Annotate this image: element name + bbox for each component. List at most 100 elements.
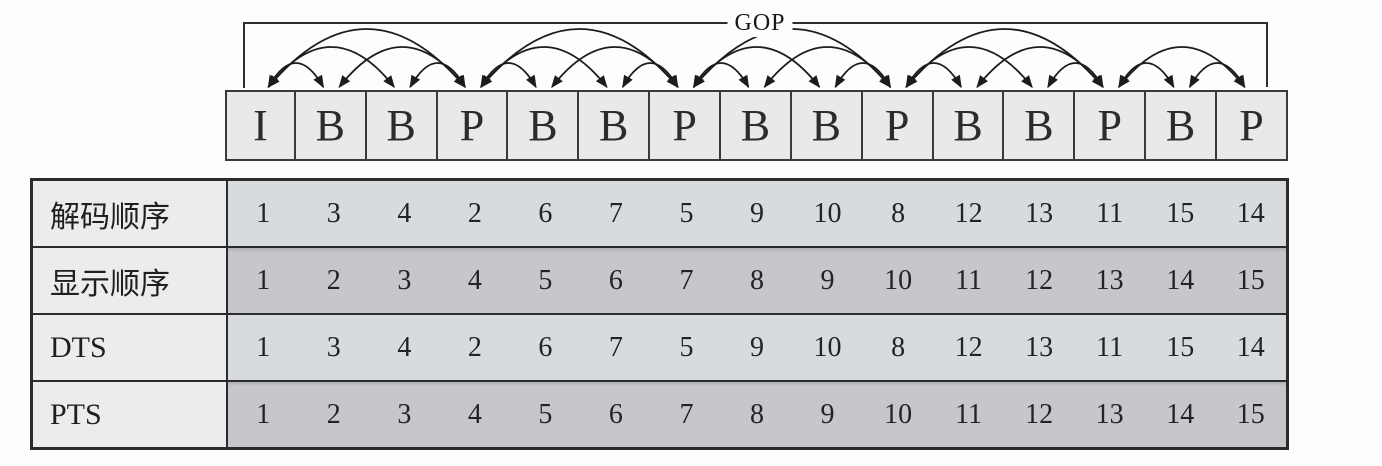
cell-dts-4: 2 (467, 331, 482, 363)
cell-dts-14: 15 (1166, 331, 1195, 363)
frame-box-3-B: B (366, 90, 438, 161)
frame-box-4-P: P (437, 90, 509, 161)
cell-decode-order-4: 2 (467, 197, 482, 229)
order-table: 解码顺序 1 3 4 2 6 7 5 9 10 8 12 13 11 15 14 显示顺序 1 2 3 4 5 6 7 8 9 10… (30, 178, 1289, 450)
row-label-pts: PTS (33, 382, 226, 447)
frame-box-8-B: B (721, 90, 792, 161)
reference-arc-4-2 (338, 46, 466, 88)
cell-display-order-9: 9 (820, 264, 835, 296)
gop-label: GOP (727, 9, 793, 37)
cell-pts-1: 1 (256, 398, 271, 430)
cell-display-order-4: 4 (467, 264, 482, 296)
cell-decode-order-14: 15 (1166, 197, 1195, 229)
cell-display-order-2: 2 (326, 264, 341, 296)
cell-dts-6: 7 (608, 331, 623, 363)
cell-display-order-7: 7 (679, 264, 694, 296)
cell-display-order-13: 13 (1095, 264, 1124, 296)
cell-decode-order-15: 14 (1236, 197, 1265, 229)
cell-dts-11: 12 (954, 331, 983, 363)
reference-arc-15-14 (1188, 62, 1246, 89)
row-label-dts: DTS (33, 315, 226, 380)
frame-box-6-B: B (579, 90, 651, 161)
frame-box-13-P: P (1075, 90, 1147, 161)
cell-decode-order-2: 3 (326, 197, 341, 229)
cell-dts-13: 11 (1096, 331, 1124, 363)
prediction-arcs-layer (243, 22, 1268, 89)
row-values-display-order: 1 2 3 4 5 6 7 8 9 10 11 12 13 14 15 (226, 248, 1286, 313)
cell-display-order-14: 14 (1166, 264, 1195, 296)
frame-box-2-B: B (295, 90, 367, 161)
cell-pts-6: 6 (608, 398, 623, 430)
cell-pts-8: 8 (749, 398, 764, 430)
cell-decode-order-3: 4 (397, 197, 412, 229)
frame-box-12-B: B (1004, 90, 1076, 161)
frame-box-11-B: B (933, 90, 1005, 161)
cell-dts-10: 8 (891, 331, 906, 363)
reference-arc-4-3 (409, 62, 466, 89)
cell-decode-order-13: 11 (1096, 197, 1124, 229)
cell-dts-7: 5 (679, 331, 694, 363)
cell-decode-order-1: 1 (256, 197, 271, 229)
cell-decode-order-11: 12 (954, 197, 983, 229)
cell-display-order-10: 10 (884, 264, 913, 296)
reference-arc-1-2 (267, 62, 325, 89)
cell-pts-5: 5 (538, 398, 553, 430)
cell-display-order-8: 8 (749, 264, 764, 296)
row-label-display-order: 显示顺序 (33, 248, 226, 313)
cell-display-order-5: 5 (538, 264, 553, 296)
cell-decode-order-6: 7 (608, 197, 623, 229)
frame-box-9-B: B (791, 90, 863, 161)
reference-arc-13-14 (1118, 62, 1175, 89)
cell-decode-order-12: 13 (1025, 197, 1054, 229)
cell-pts-4: 4 (467, 398, 482, 430)
cell-display-order-3: 3 (397, 264, 412, 296)
row-label-decode-order: 解码顺序 (33, 181, 226, 246)
frame-box-1-I: I (225, 90, 296, 161)
cell-pts-10: 10 (884, 398, 913, 430)
cell-dts-3: 4 (397, 331, 412, 363)
table-row-dts: DTS 1 3 4 2 6 7 5 9 10 8 12 13 11 15 14 (33, 313, 1286, 380)
cell-dts-9: 10 (813, 331, 842, 363)
cell-decode-order-5: 6 (538, 197, 553, 229)
cell-dts-15: 14 (1236, 331, 1265, 363)
table-row-display-order: 显示顺序 1 2 3 4 5 6 7 8 9 10 11 12 13 14 15 (33, 246, 1286, 313)
cell-pts-3: 3 (397, 398, 412, 430)
row-values-decode-order: 1 3 4 2 6 7 5 9 10 8 12 13 11 15 14 (226, 181, 1286, 246)
cell-dts-12: 13 (1025, 331, 1054, 363)
table-row-pts: PTS 1 2 3 4 5 6 7 8 9 10 11 12 13 14 15 (33, 380, 1286, 447)
cell-display-order-15: 15 (1236, 264, 1265, 296)
row-values-dts: 1 3 4 2 6 7 5 9 10 8 12 13 11 15 14 (226, 315, 1286, 380)
cell-pts-12: 12 (1025, 398, 1054, 430)
cell-pts-14: 14 (1166, 398, 1195, 430)
reference-arc-10-8 (763, 46, 892, 88)
row-values-pts: 1 2 3 4 5 6 7 8 9 10 11 12 13 14 15 (226, 382, 1286, 447)
reference-arc-13-12 (1047, 62, 1104, 89)
cell-display-order-6: 6 (608, 264, 623, 296)
reference-arc-10-11 (905, 62, 962, 89)
cell-pts-9: 9 (820, 398, 835, 430)
cell-display-order-1: 1 (256, 264, 271, 296)
cell-decode-order-9: 10 (813, 197, 842, 229)
cell-decode-order-10: 8 (891, 197, 906, 229)
cell-decode-order-8: 9 (749, 197, 764, 229)
cell-display-order-12: 12 (1025, 264, 1054, 296)
frame-box-7-P: P (650, 90, 722, 161)
cell-display-order-11: 11 (955, 264, 983, 296)
reference-arc-7-5 (551, 46, 679, 88)
reference-arc-10-9 (834, 62, 892, 89)
cell-pts-13: 13 (1095, 398, 1124, 430)
cell-decode-order-7: 5 (679, 197, 694, 229)
table-row-decode-order: 解码顺序 1 3 4 2 6 7 5 9 10 8 12 13 11 15 14 (33, 181, 1286, 246)
cell-pts-15: 15 (1236, 398, 1265, 430)
frame-box-10-P: P (862, 90, 934, 161)
reference-arc-7-6 (622, 62, 679, 89)
prediction-arcs (267, 28, 1246, 89)
frame-box-5-B: B (508, 90, 580, 161)
reference-arc-7-8 (692, 62, 750, 89)
reference-arc-13-15 (1118, 46, 1246, 88)
cell-dts-5: 6 (538, 331, 553, 363)
cell-pts-2: 2 (326, 398, 341, 430)
cell-dts-8: 9 (749, 331, 764, 363)
